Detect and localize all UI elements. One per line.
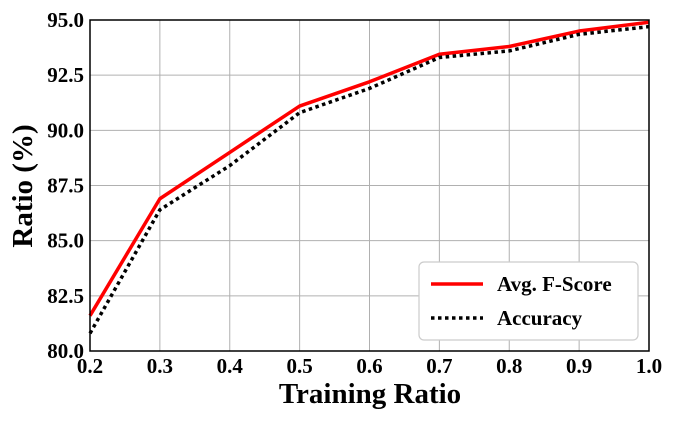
y-tick-label: 90.0 <box>47 118 84 142</box>
series-line-avg-f-score <box>88 20 650 317</box>
y-tick-label: 82.5 <box>47 284 84 308</box>
y-tick-label: 85.0 <box>47 229 84 253</box>
x-tick-label: 0.3 <box>147 354 173 378</box>
x-tick-label: 1.0 <box>636 354 662 378</box>
x-tick-labels: 0.2 0.3 0.4 0.5 0.6 0.7 0.8 0.9 1.0 <box>77 354 662 378</box>
x-tick-label: 0.6 <box>356 354 382 378</box>
y-tick-label: 92.5 <box>47 63 84 87</box>
x-tick-label: 0.5 <box>287 354 313 378</box>
x-axis-label: Training Ratio <box>279 378 461 410</box>
series-line-accuracy <box>88 24 650 335</box>
legend-label-accuracy: Accuracy <box>497 306 583 330</box>
x-tick-label: 0.4 <box>217 354 244 378</box>
x-tick-label: 0.7 <box>426 354 452 378</box>
x-tick-label: 0.8 <box>496 354 522 378</box>
y-axis-label: Ratio (%) <box>7 124 39 247</box>
legend-box <box>418 261 639 341</box>
plot-frame <box>89 19 650 352</box>
legend-label-avg-f-score: Avg. F-Score <box>497 272 612 296</box>
y-tick-label: 87.5 <box>47 174 84 198</box>
legend: Avg. F-Score Accuracy <box>418 261 639 341</box>
series-lines <box>88 20 650 335</box>
x-tick-label: 0.9 <box>566 354 592 378</box>
x-tick-label: 0.2 <box>77 354 103 378</box>
y-tick-labels: 80.0 82.5 85.0 87.5 90.0 92.5 95.0 <box>47 8 84 363</box>
y-tick-label: 95.0 <box>47 8 84 32</box>
y-tick-label: 80.0 <box>47 339 84 363</box>
